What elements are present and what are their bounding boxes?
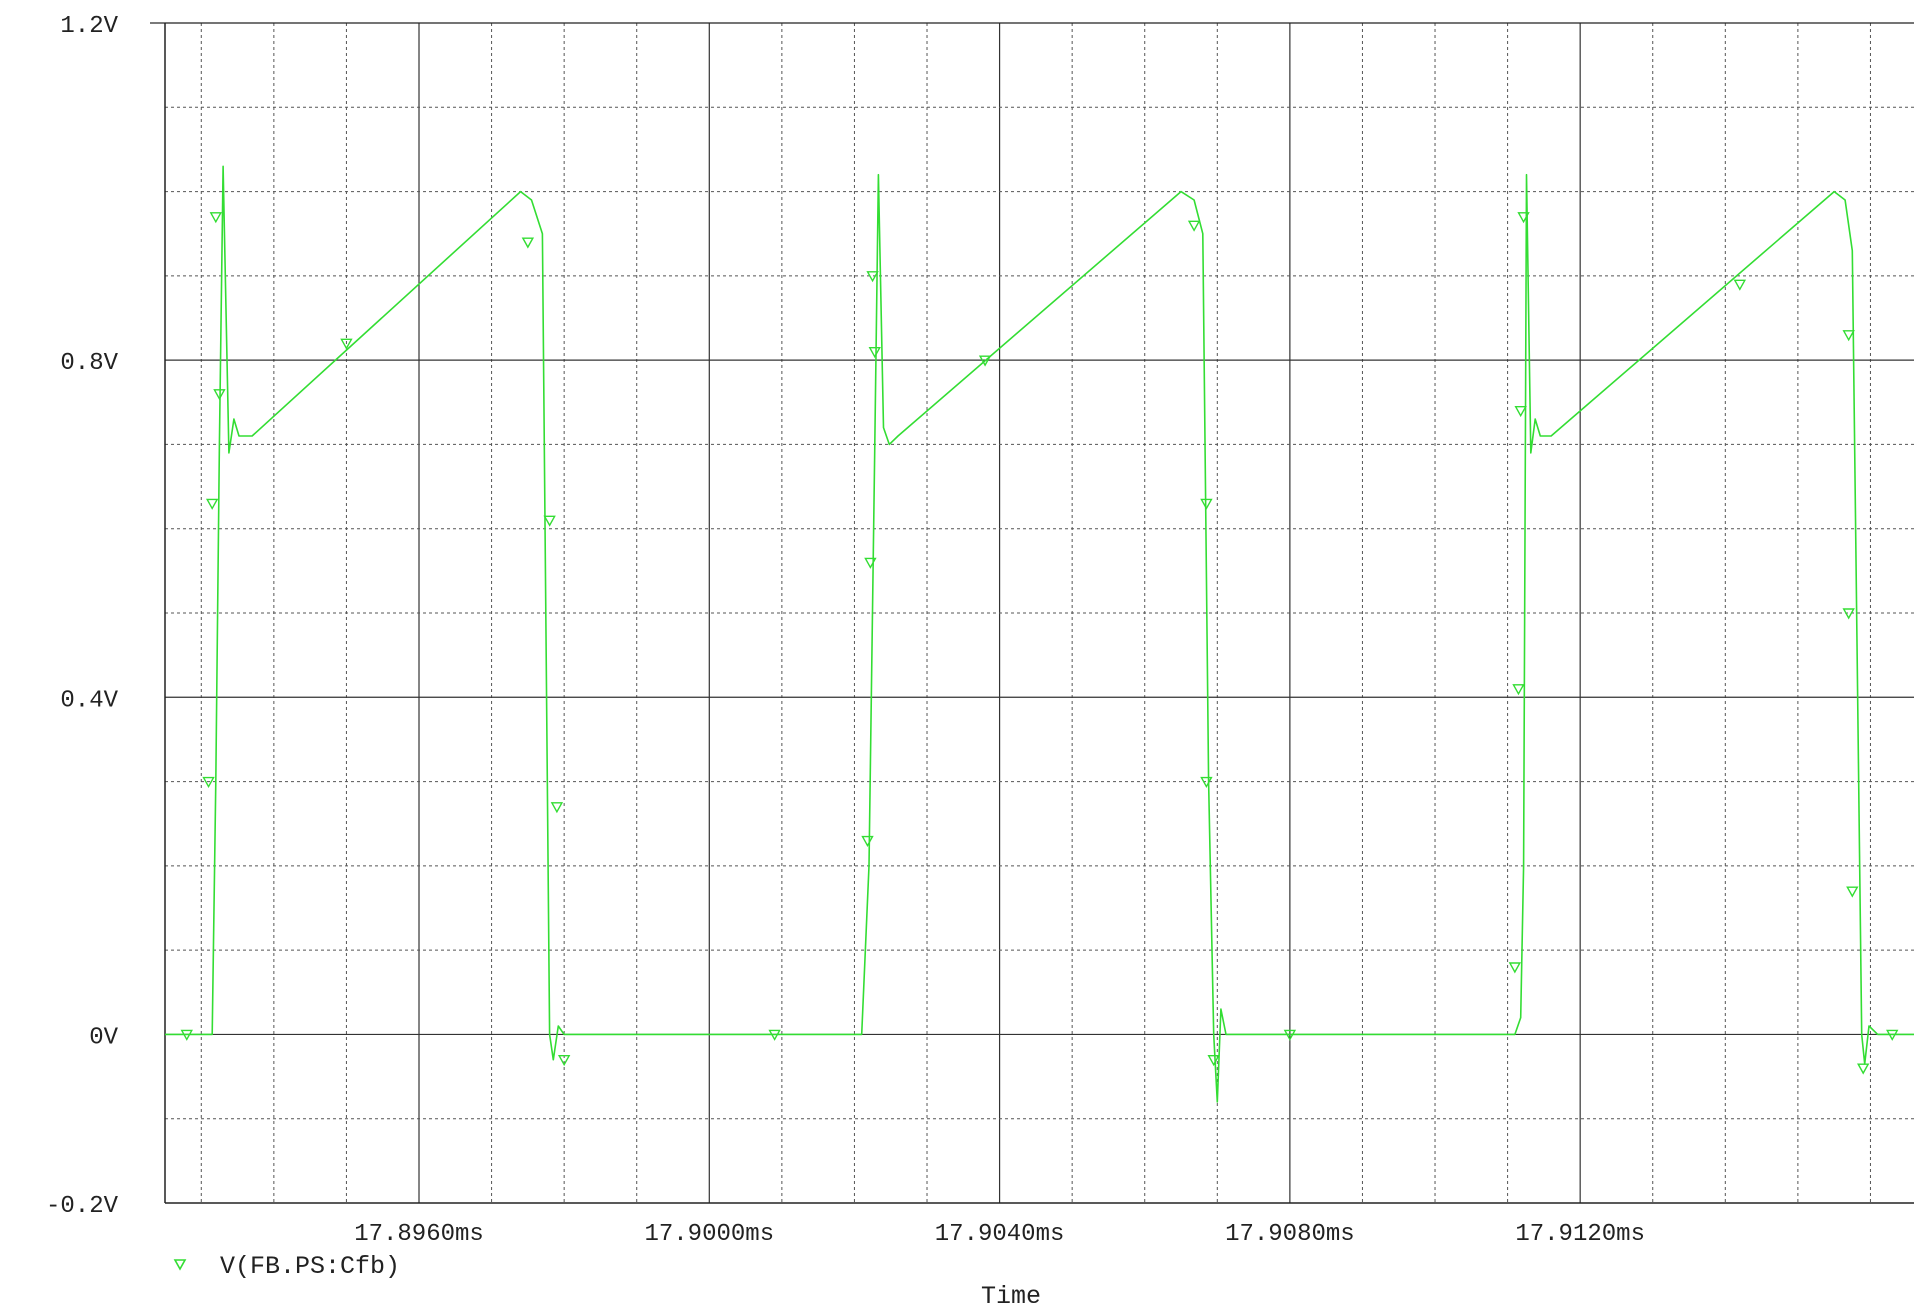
series-marker <box>1733 279 1747 291</box>
series-marker <box>1200 776 1213 789</box>
y-tick-label: 1.2V <box>60 13 118 40</box>
series-marker <box>864 557 877 569</box>
plot-frame <box>150 22 1914 1204</box>
legend-label: V(FB.PS:Cfb) <box>220 1252 400 1281</box>
series-marker <box>861 835 874 848</box>
series-marker <box>1512 684 1525 696</box>
series-marker <box>557 1055 571 1067</box>
y-tick-label: 0.4V <box>60 687 118 714</box>
y-tick-label: 0.8V <box>60 350 118 377</box>
y-tick-label: -0.2V <box>46 1193 119 1220</box>
x-tick-label: 17.9080ms <box>1225 1221 1355 1248</box>
series-marker <box>1187 220 1201 232</box>
series-marker <box>180 1029 193 1041</box>
series-marker <box>1200 498 1213 510</box>
series-marker <box>205 498 219 510</box>
series-marker <box>1514 406 1527 418</box>
series-marker <box>340 338 353 350</box>
series-marker <box>1846 886 1859 898</box>
legend: V(FB.PS:Cfb) <box>173 1252 400 1281</box>
x-tick-label: 17.9040ms <box>935 1221 1065 1248</box>
series-marker <box>1842 330 1855 342</box>
y-tick-label: 0V <box>89 1024 118 1051</box>
series-marker <box>521 237 535 249</box>
series-line <box>165 165 1914 1103</box>
series-marker <box>978 355 992 367</box>
series-marker <box>202 776 215 789</box>
series-marker <box>550 802 564 814</box>
series-marker <box>1517 212 1530 224</box>
series-marker <box>1207 1055 1220 1067</box>
series-marker <box>543 515 556 527</box>
series-marker <box>868 347 881 359</box>
x-tick-label: 17.8960ms <box>354 1221 484 1248</box>
x-tick-label: 17.9120ms <box>1515 1221 1645 1248</box>
series-marker <box>866 271 879 283</box>
series-marker <box>1508 962 1522 974</box>
series-marker <box>1886 1029 1899 1041</box>
series-marker <box>768 1029 781 1041</box>
series-marker <box>1283 1029 1297 1041</box>
series-marker <box>209 212 222 224</box>
series-marker <box>213 389 226 401</box>
series-layer <box>165 165 1914 1103</box>
x-tick-label: 17.9000ms <box>644 1221 774 1248</box>
series-marker <box>1842 608 1855 620</box>
x-axis-label: Time <box>981 1282 1041 1307</box>
tick-labels: 1.2V 0.8V 0.4V 0V -0.2V 17.8960ms 17.9000ms 17.… <box>46 13 1645 1248</box>
grid <box>165 23 1914 1203</box>
series-marker <box>1857 1063 1870 1075</box>
legend-marker-triangle-icon <box>173 1259 187 1271</box>
